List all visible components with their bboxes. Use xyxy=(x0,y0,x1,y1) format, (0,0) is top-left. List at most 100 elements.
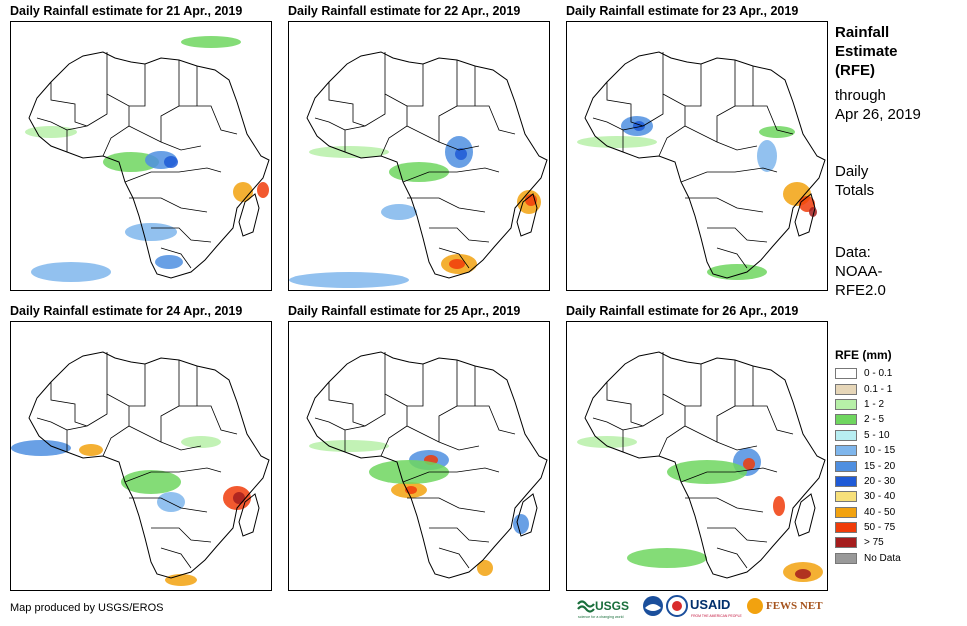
rainfall-map-23-apr xyxy=(566,21,828,291)
panel-title-1: Daily Rainfall estimate for 21 Apr., 201… xyxy=(10,4,243,18)
panel-title-6: Daily Rainfall estimate for 26 Apr., 201… xyxy=(566,304,799,318)
legend-label: 0.1 - 1 xyxy=(864,383,893,395)
legend-item: 15 - 20 xyxy=(835,458,901,473)
rainfall-blotch xyxy=(79,444,103,456)
rainfall-map-24-apr xyxy=(10,321,272,591)
svg-text:FROM THE AMERICAN PEOPLE: FROM THE AMERICAN PEOPLE xyxy=(691,614,743,618)
rainfall-areas xyxy=(25,36,269,282)
rainfall-blotch xyxy=(759,126,795,138)
legend-label: 0 - 0.1 xyxy=(864,368,893,380)
side-through: through Apr 26, 2019 xyxy=(835,86,921,124)
source-line-1: NOAA- xyxy=(835,263,883,280)
land-mass xyxy=(585,52,825,278)
rainfall-blotch xyxy=(707,264,767,280)
rainfall-blotch xyxy=(757,140,777,172)
panel-title-2: Daily Rainfall estimate for 22 Apr., 201… xyxy=(288,4,521,18)
legend-label: > 75 xyxy=(864,537,884,549)
legend-swatch xyxy=(835,506,857,518)
country-borders xyxy=(584,351,826,579)
legend-label: 15 - 20 xyxy=(864,460,896,472)
rainfall-areas xyxy=(577,116,817,280)
rainfall-areas xyxy=(289,136,541,288)
side-title: Rainfall Estimate (RFE) xyxy=(835,23,898,80)
svg-text:USAID: USAID xyxy=(690,597,730,612)
side-title-line: (RFE) xyxy=(835,62,875,79)
rainfall-blotch xyxy=(455,148,467,160)
svg-text:USGS: USGS xyxy=(595,599,629,613)
rainfall-blotch xyxy=(125,223,177,241)
legend-item: 30 - 40 xyxy=(835,489,901,504)
legend-item: 40 - 50 xyxy=(835,505,901,520)
legend-swatch xyxy=(835,537,857,549)
legend-swatch xyxy=(835,383,857,395)
panel-title-5: Daily Rainfall estimate for 25 Apr., 201… xyxy=(288,304,521,318)
legend-label: 1 - 2 xyxy=(864,398,885,410)
legend-label: 2 - 5 xyxy=(864,414,885,426)
rainfall-blotch xyxy=(577,136,657,148)
through-date: Apr 26, 2019 xyxy=(835,106,921,123)
legend-swatch xyxy=(835,522,857,534)
totals-label: Totals xyxy=(835,182,875,199)
legend-swatch xyxy=(835,398,857,410)
rainfall-blotch xyxy=(577,436,637,448)
rainfall-blotch xyxy=(257,182,269,198)
legend-label: 5 - 10 xyxy=(864,429,890,441)
legend-label: 10 - 15 xyxy=(864,445,896,457)
usaid-logo: USAID FROM THE AMERICAN PEOPLE xyxy=(690,597,743,618)
rainfall-areas xyxy=(11,436,251,586)
africa-map-svg xyxy=(289,51,548,288)
noaa-logo xyxy=(643,596,663,616)
side-data-source: Data: NOAA- RFE2.0 xyxy=(835,243,886,300)
rainfall-blotch xyxy=(289,272,409,288)
fews-net-logo: FEWS NET xyxy=(747,598,823,614)
legend-item: 20 - 30 xyxy=(835,474,901,489)
country-borders xyxy=(584,51,826,279)
rainfall-blotch xyxy=(389,162,449,182)
legend-item: 50 - 75 xyxy=(835,520,901,535)
rainfall-blotch xyxy=(513,514,529,534)
rainfall-blotch xyxy=(309,146,389,158)
legend-item: > 75 xyxy=(835,535,901,550)
rainfall-blotch xyxy=(181,36,241,48)
rainfall-blotch xyxy=(233,492,245,504)
rainfall-map-26-apr xyxy=(566,321,828,591)
africa-map-svg xyxy=(577,51,826,280)
africa-map-svg xyxy=(11,351,270,586)
rainfall-blotch xyxy=(743,458,755,470)
rainfall-areas xyxy=(309,440,529,576)
legend-item: 1 - 2 xyxy=(835,397,901,412)
svg-text:science for a changing world: science for a changing world xyxy=(578,615,624,619)
country-borders xyxy=(306,351,548,579)
daily-label: Daily xyxy=(835,163,869,180)
legend-label: 20 - 30 xyxy=(864,475,896,487)
legend-swatch xyxy=(835,368,857,380)
svg-text:FEWS NET: FEWS NET xyxy=(766,600,823,612)
data-label: Data: xyxy=(835,244,871,261)
country-borders xyxy=(28,351,270,579)
rainfall-blotch xyxy=(164,156,178,168)
side-daily-totals: Daily Totals xyxy=(835,162,874,200)
usgs-logo: USGS science for a changing world xyxy=(577,599,629,619)
legend-swatch xyxy=(835,475,857,487)
rainfall-blotch xyxy=(449,259,465,269)
rainfall-map-25-apr xyxy=(288,321,550,591)
rainfall-blotch xyxy=(25,126,77,138)
through-label: through xyxy=(835,87,886,104)
rainfall-blotch xyxy=(795,569,811,579)
panel-title-3: Daily Rainfall estimate for 23 Apr., 201… xyxy=(566,4,799,18)
country-borders xyxy=(306,51,548,279)
legend-swatch xyxy=(835,460,857,472)
country-borders xyxy=(28,51,270,279)
legend: 0 - 0.1 0.1 - 1 1 - 2 2 - 5 5 - 10 10 - 15 15 … xyxy=(835,366,901,566)
legend-swatch xyxy=(835,429,857,441)
panel-title-4: Daily Rainfall estimate for 24 Apr., 201… xyxy=(10,304,243,318)
rainfall-blotch xyxy=(773,496,785,516)
land-mass xyxy=(29,352,269,578)
legend-swatch xyxy=(835,491,857,503)
africa-map-svg xyxy=(306,351,548,579)
legend-item: 2 - 5 xyxy=(835,412,901,427)
legend-swatch xyxy=(835,445,857,457)
rainfall-blotch xyxy=(181,436,221,448)
legend-item: 5 - 10 xyxy=(835,428,901,443)
rainfall-blotch xyxy=(309,440,389,452)
